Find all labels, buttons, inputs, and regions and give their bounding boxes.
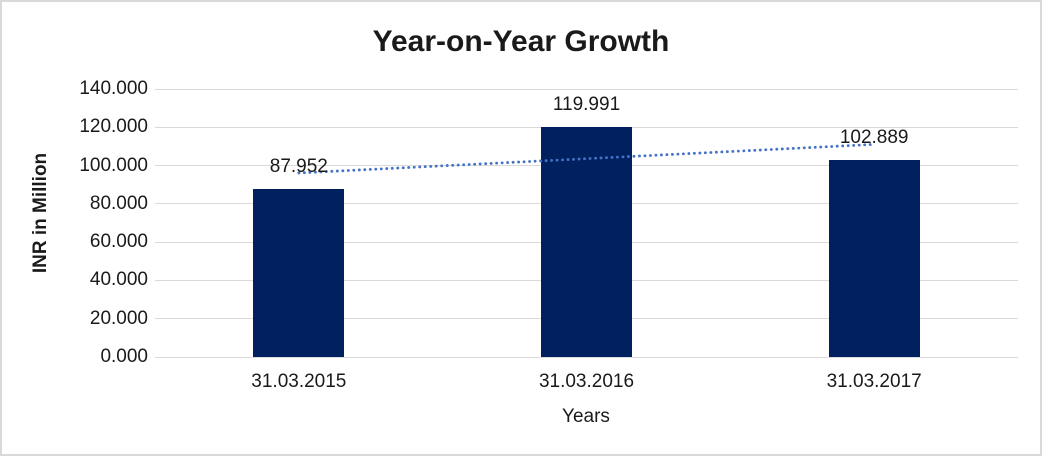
gridline — [155, 126, 1018, 128]
gridline — [155, 356, 1018, 358]
bar-value-label: 87.952 — [269, 155, 328, 177]
x-axis-title: Years — [562, 406, 610, 427]
bar — [541, 127, 632, 357]
bar — [253, 188, 345, 357]
y-tick-label: 20.000 — [89, 307, 148, 329]
chart-title: Year-on-Year Growth — [372, 25, 670, 58]
y-tick-label: 60.000 — [89, 231, 148, 253]
bar — [828, 160, 920, 357]
y-tick-label: 100.000 — [79, 154, 148, 176]
y-tick-label: 40.000 — [89, 269, 148, 291]
y-tick-label: 80.000 — [89, 192, 148, 214]
y-tick-label: 120.000 — [79, 116, 148, 138]
x-tick-label: 31.03.2016 — [538, 371, 635, 392]
y-tick-label: 140.000 — [79, 78, 148, 99]
y-tick-label: 0.000 — [100, 346, 148, 367]
bar-value-label: 119.991 — [552, 94, 621, 116]
x-tick-label: 31.03.2017 — [826, 371, 922, 392]
gridline — [155, 88, 1018, 90]
x-tick-label: 31.03.2015 — [251, 371, 347, 392]
bar-value-label: 102.889 — [839, 127, 909, 149]
